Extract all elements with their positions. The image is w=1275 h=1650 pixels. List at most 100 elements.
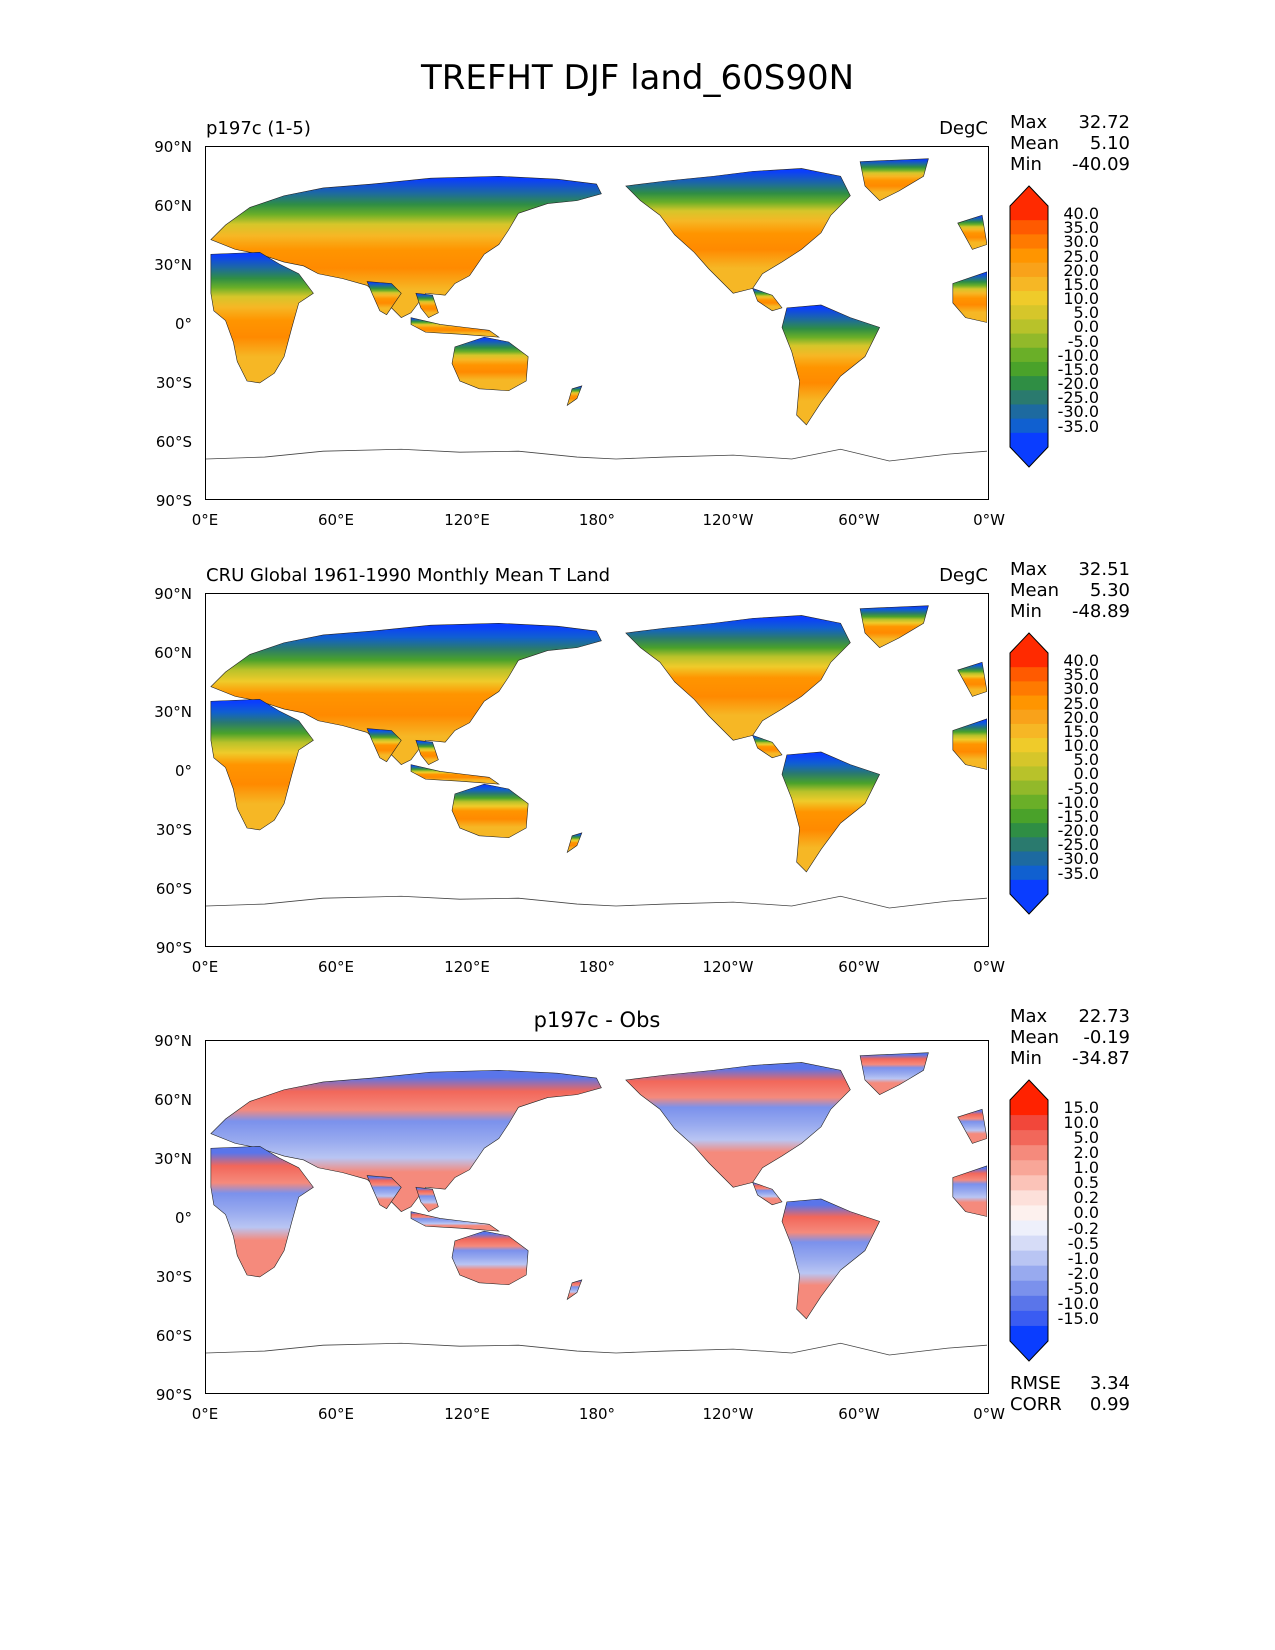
colorbar-swatch xyxy=(1010,432,1048,448)
colorbar-label: 30.0 xyxy=(1063,232,1099,252)
panel2-ytick: 30°N xyxy=(154,703,192,721)
panel3-xtick: 60°E xyxy=(317,1405,355,1423)
colorbar-swatch xyxy=(1010,347,1048,363)
colorbar-label: -30.0 xyxy=(1057,402,1099,422)
colorbar-label: 10.0 xyxy=(1063,289,1099,309)
panel2-xtick: 60°W xyxy=(838,958,880,976)
panel2-ytick: 60°S xyxy=(155,880,192,898)
colorbar-swatch xyxy=(1010,709,1048,725)
colorbar-label: 40.0 xyxy=(1063,651,1099,670)
colorbar-label: -10.0 xyxy=(1057,1293,1099,1313)
colorbar-swatch xyxy=(1010,262,1048,278)
panel3-xtick: 0°E xyxy=(191,1405,219,1423)
panel2-min-label: Min xyxy=(1010,601,1042,622)
colorbar-label: -5.0 xyxy=(1067,1278,1099,1298)
panel1-max-label: Max xyxy=(1010,112,1048,133)
colorbar-swatch xyxy=(1010,667,1048,682)
colorbar-label: -5.0 xyxy=(1067,778,1099,798)
colorbar-label: -2.0 xyxy=(1067,1263,1099,1283)
panel2-max-label: Max xyxy=(1010,559,1048,580)
panel2-colorbar xyxy=(1009,632,1049,915)
colorbar-label: 40.0 xyxy=(1063,204,1099,223)
colorbar-label: 2.0 xyxy=(1073,1143,1099,1163)
panel1-ytick: 30°N xyxy=(154,256,192,274)
colorbar-swatch xyxy=(1010,879,1048,895)
panel3-ytick: 30°N xyxy=(154,1150,192,1168)
panel1-ytick: 60°S xyxy=(155,433,192,451)
panel2-xtick: 60°E xyxy=(317,958,355,976)
colorbar-swatch xyxy=(1010,248,1048,264)
colorbar-swatch xyxy=(1010,1205,1048,1221)
colorbar-label: -35.0 xyxy=(1057,863,1099,883)
panel1-xtick: 120°E xyxy=(444,511,490,529)
colorbar-label: -25.0 xyxy=(1057,388,1099,408)
panel2-land-field xyxy=(206,605,987,909)
colorbar-swatch xyxy=(1010,220,1048,235)
colorbar-label: 35.0 xyxy=(1063,665,1099,685)
colorbar-swatch xyxy=(1010,653,1048,668)
colorbar-swatch xyxy=(1010,305,1048,320)
colorbar-label: -30.0 xyxy=(1057,849,1099,869)
colorbar-label: 25.0 xyxy=(1063,693,1099,713)
colorbar-label: 0.5 xyxy=(1073,1173,1099,1193)
colorbar-swatch xyxy=(1010,276,1048,292)
panel2-mean-value: 5.30 xyxy=(1089,580,1130,601)
colorbar-extend-max xyxy=(1010,1080,1048,1100)
panel2-ytick: 90°S xyxy=(155,939,192,957)
panel3-xtick: 180° xyxy=(578,1405,616,1423)
panel2-ytick: 90°N xyxy=(154,585,192,603)
colorbar-swatch xyxy=(1010,681,1048,697)
panel3-max-value: 22.73 xyxy=(1078,1006,1130,1027)
colorbar-swatch xyxy=(1010,738,1048,753)
colorbar-swatch xyxy=(1010,851,1048,867)
colorbar-outline xyxy=(1009,185,1049,468)
panel2-xtick: 0°W xyxy=(973,958,1005,976)
colorbar-swatch xyxy=(1010,1220,1048,1237)
panel3-map xyxy=(205,1040,989,1394)
panel1-xtick: 0°W xyxy=(973,511,1005,529)
panel1-min-label: Min xyxy=(1010,154,1042,175)
colorbar-swatch xyxy=(1010,1265,1048,1282)
colorbar-label: 15.0 xyxy=(1063,274,1099,294)
colorbar-label: 0.0 xyxy=(1073,317,1099,337)
panel1-xtick: 60°E xyxy=(317,511,355,529)
panel2-min-value: -48.89 xyxy=(1071,601,1130,622)
panel3-xtick: 120°E xyxy=(444,1405,490,1423)
colorbar-swatch xyxy=(1010,1115,1048,1131)
panel1-xtick: 60°W xyxy=(838,511,880,529)
colorbar-label: 35.0 xyxy=(1063,218,1099,238)
colorbar-swatch xyxy=(1010,1160,1048,1176)
colorbar-swatch xyxy=(1010,418,1048,434)
figure-title: TREFHT DJF land_60S90N xyxy=(420,58,855,98)
panel2-map xyxy=(205,593,989,947)
colorbar-label: -35.0 xyxy=(1057,416,1099,436)
colorbar-swatch xyxy=(1010,823,1048,838)
colorbar-swatch xyxy=(1010,1310,1048,1327)
colorbar-label: 10.0 xyxy=(1063,736,1099,756)
panel1-land-field xyxy=(206,158,987,462)
panel2-xtick: 180° xyxy=(578,958,616,976)
colorbar-label: -15.0 xyxy=(1057,1308,1099,1328)
colorbar-label: 20.0 xyxy=(1063,260,1099,280)
colorbar-swatch xyxy=(1010,361,1048,377)
colorbar-label: 25.0 xyxy=(1063,246,1099,266)
colorbar-swatch xyxy=(1010,752,1048,767)
panel3-corr-value: 0.99 xyxy=(1089,1394,1130,1415)
colorbar-swatch xyxy=(1010,1130,1048,1146)
colorbar-swatch xyxy=(1010,1250,1048,1267)
colorbar-swatch xyxy=(1010,695,1048,711)
panel3-xtick: 120°W xyxy=(702,1405,754,1423)
colorbar-swatch xyxy=(1010,1175,1048,1191)
colorbar-swatch xyxy=(1010,808,1048,824)
colorbar-outline xyxy=(1009,1079,1049,1362)
colorbar-label: -20.0 xyxy=(1057,374,1099,394)
panel2-title: CRU Global 1961-1990 Monthly Mean T Land xyxy=(206,565,611,586)
panel3-ytick: 60°S xyxy=(155,1327,192,1345)
colorbar-extend-max xyxy=(1010,186,1048,206)
colorbar-extend-min xyxy=(1010,447,1048,467)
colorbar-label: -20.0 xyxy=(1057,821,1099,841)
colorbar-label: 0.0 xyxy=(1073,764,1099,784)
colorbar-swatch xyxy=(1010,319,1048,335)
panel1-mean-value: 5.10 xyxy=(1089,133,1130,154)
panel3-max-label: Max xyxy=(1010,1006,1048,1027)
